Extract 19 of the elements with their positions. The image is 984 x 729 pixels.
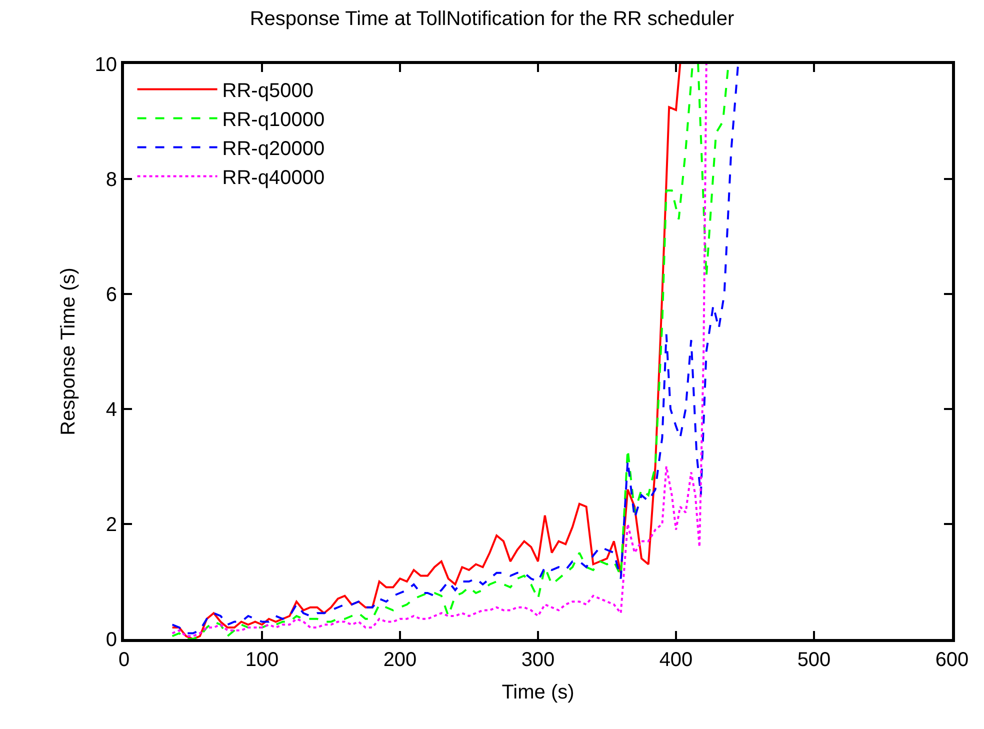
chart-title: Response Time at TollNotification for the RR scheduler <box>250 8 734 30</box>
legend-label: RR-q40000 <box>222 167 325 190</box>
legend-label: RR-q10000 <box>222 109 325 132</box>
x-tick-label: 600 <box>935 649 969 671</box>
legend-label: RR-q5000 <box>222 80 314 102</box>
x-tick-label: 200 <box>383 649 417 671</box>
x-axis-title: Time (s) <box>502 682 574 704</box>
y-tick-label: 6 <box>106 284 117 306</box>
x-tick-label: 100 <box>245 649 279 671</box>
y-tick-label: 4 <box>106 399 117 421</box>
legend-label: RR-q20000 <box>222 138 325 160</box>
y-tick-label: 0 <box>106 629 117 651</box>
y-tick-label: 2 <box>106 514 117 536</box>
x-tick-label: 400 <box>659 649 693 671</box>
x-tick-label: 300 <box>521 649 555 671</box>
y-tick-label: 10 <box>94 54 117 76</box>
y-axis-title: Response Time (s) <box>57 268 80 436</box>
y-tick-label: 8 <box>106 169 117 191</box>
x-tick-label: 500 <box>797 649 831 671</box>
